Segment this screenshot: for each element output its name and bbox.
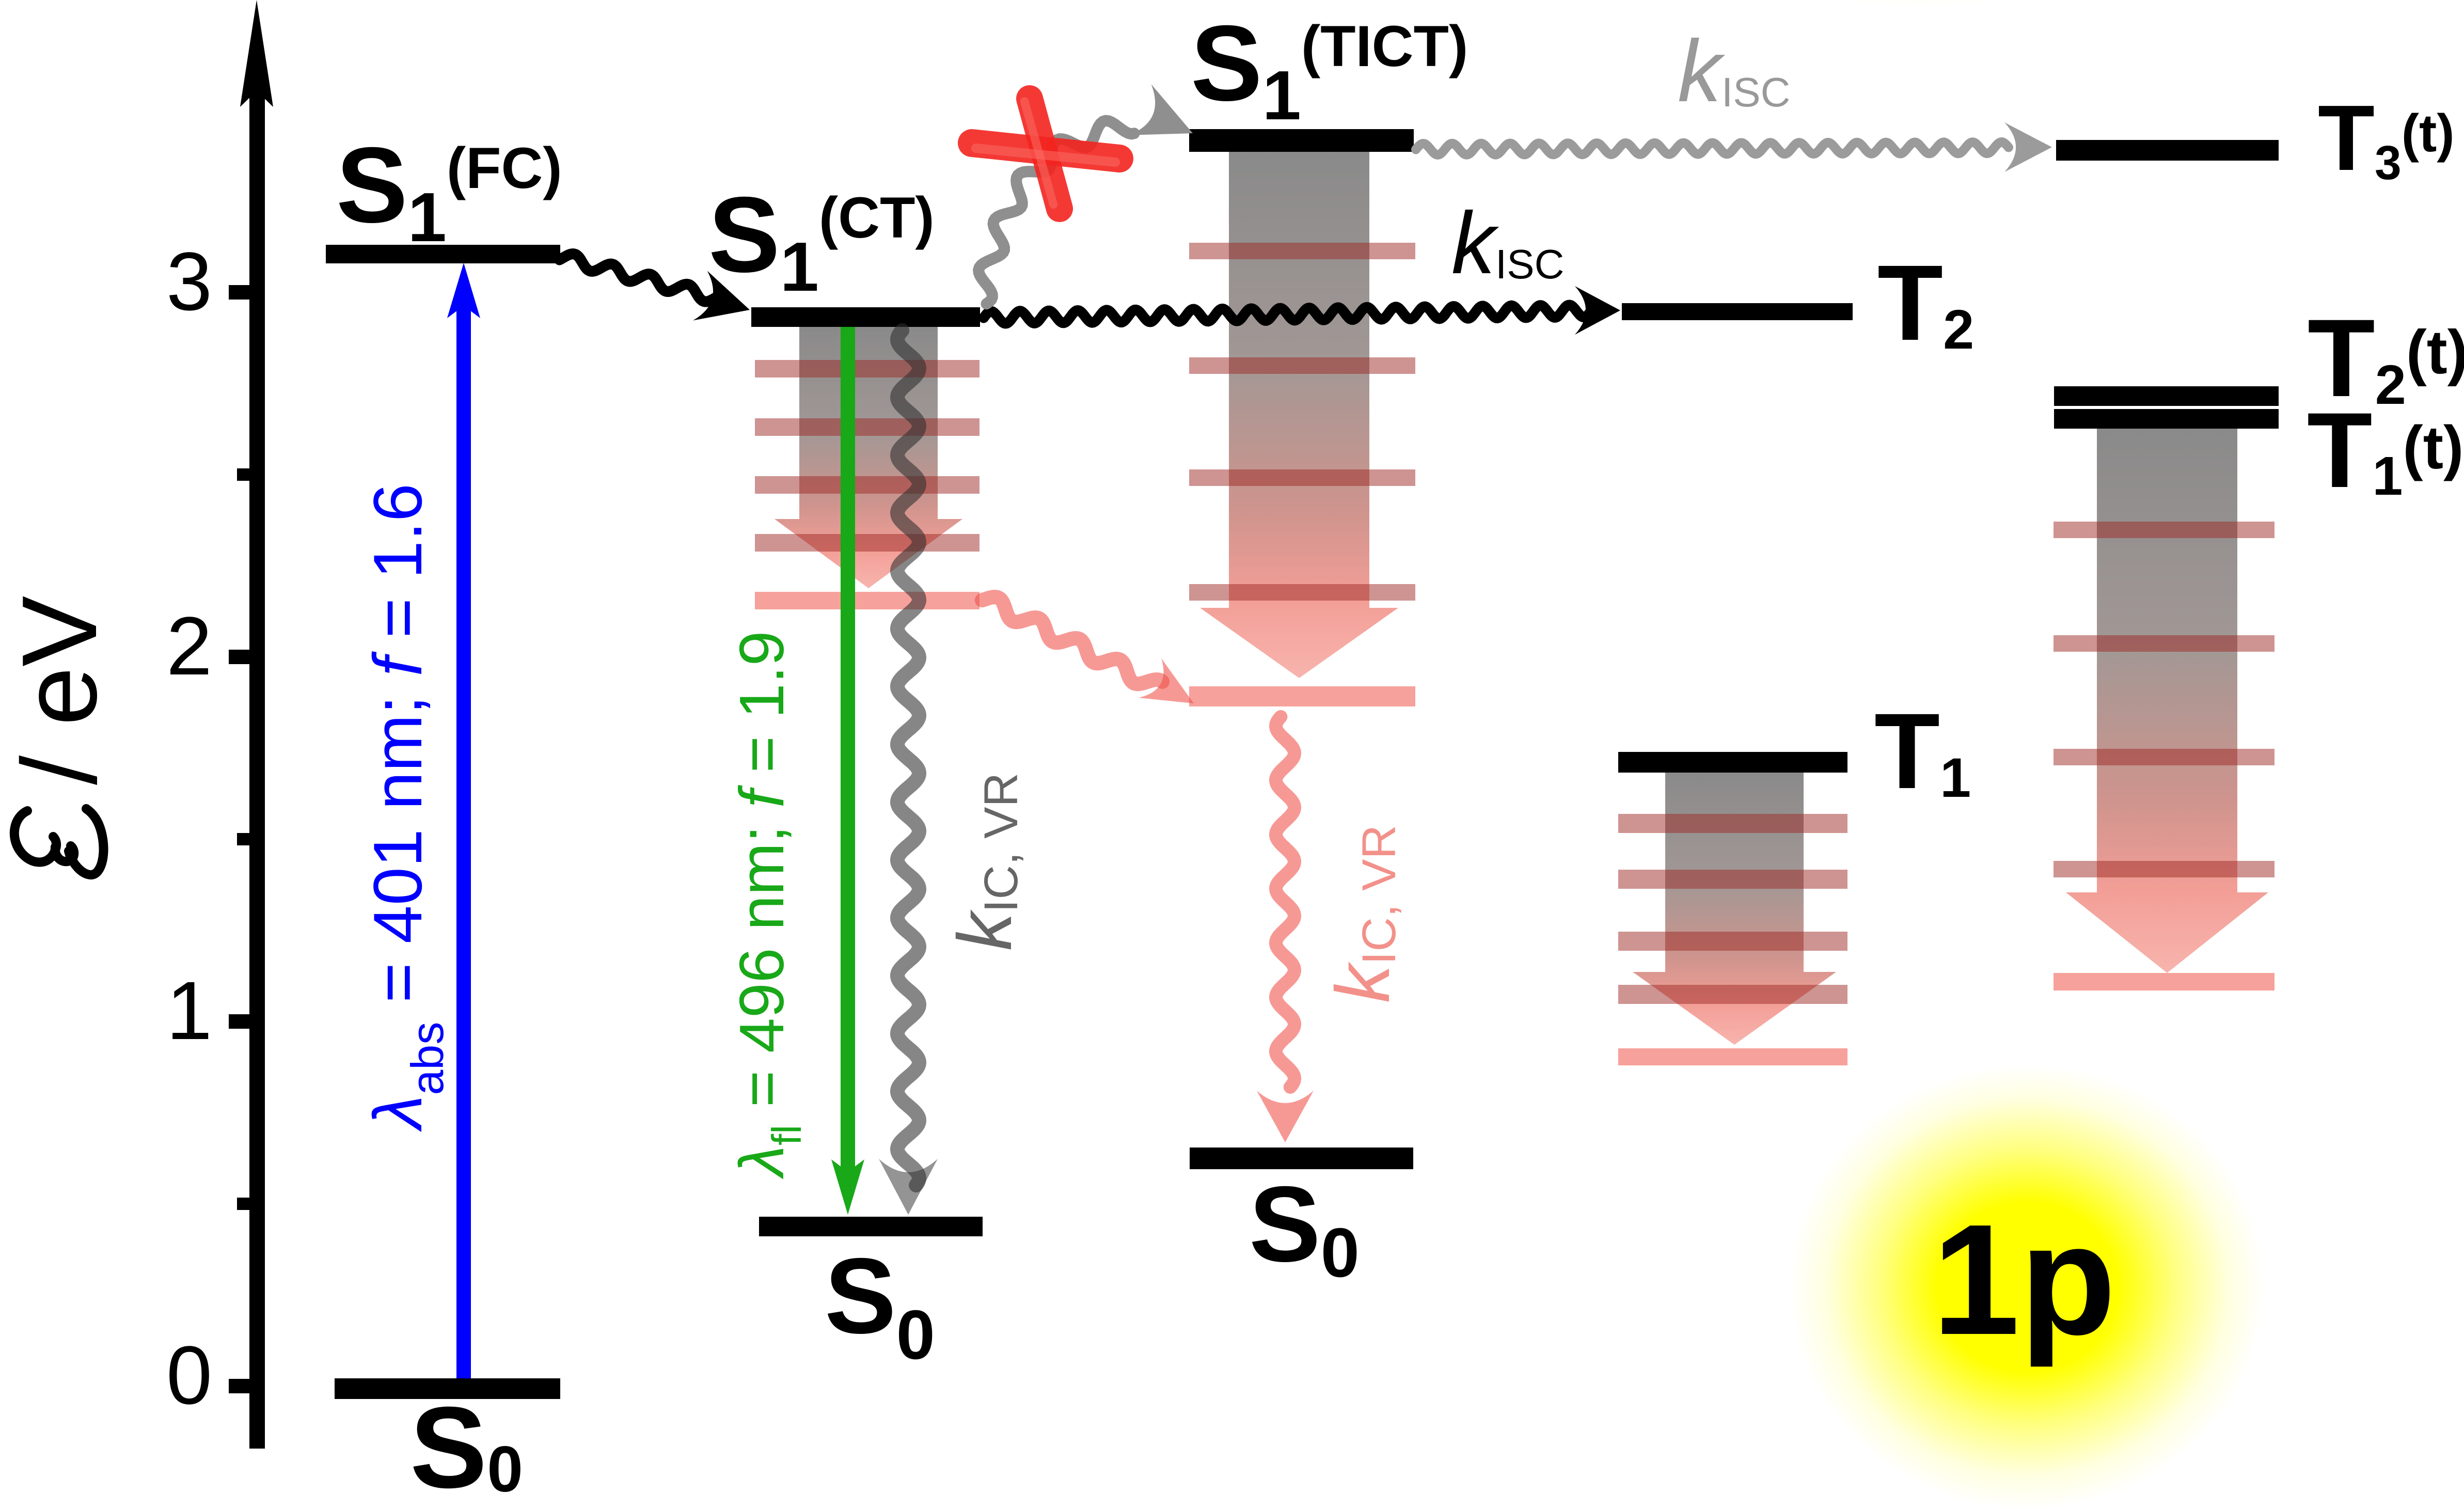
svg-text:T1: T1 bbox=[1874, 691, 1971, 811]
svg-text:2: 2 bbox=[166, 600, 212, 692]
svg-text:1p: 1p bbox=[1932, 1191, 2116, 1369]
svg-text:3: 3 bbox=[166, 235, 212, 327]
svg-text:λabs = 401 nm; f = 1.6: λabs = 401 nm; f = 1.6 bbox=[360, 483, 453, 1133]
svg-text:S1(CT): S1(CT) bbox=[708, 175, 935, 306]
svg-text:λfl = 496 nm; f = 1.9: λfl = 496 nm; f = 1.9 bbox=[726, 631, 810, 1180]
svg-text:S1(FC): S1(FC) bbox=[336, 125, 562, 256]
svg-text:S0: S0 bbox=[825, 1236, 935, 1374]
svg-text:1: 1 bbox=[166, 964, 212, 1057]
svg-text:kISC: kISC bbox=[1678, 22, 1790, 120]
svg-text:kISC: kISC bbox=[1451, 194, 1564, 292]
svg-text:kIC, VR: kIC, VR bbox=[942, 773, 1028, 951]
svg-text:T2: T2 bbox=[1877, 243, 1974, 363]
svg-text:/ eV: / eV bbox=[0, 596, 119, 785]
svg-text:S1(TICT): S1(TICT) bbox=[1191, 4, 1468, 134]
svg-text:S0: S0 bbox=[410, 1383, 523, 1506]
svg-text:T3(t): T3(t) bbox=[2318, 86, 2455, 190]
svg-text:S0: S0 bbox=[1249, 1165, 1360, 1292]
svg-text:0: 0 bbox=[166, 1329, 212, 1421]
svg-text:kIC, VR: kIC, VR bbox=[1320, 825, 1405, 1003]
